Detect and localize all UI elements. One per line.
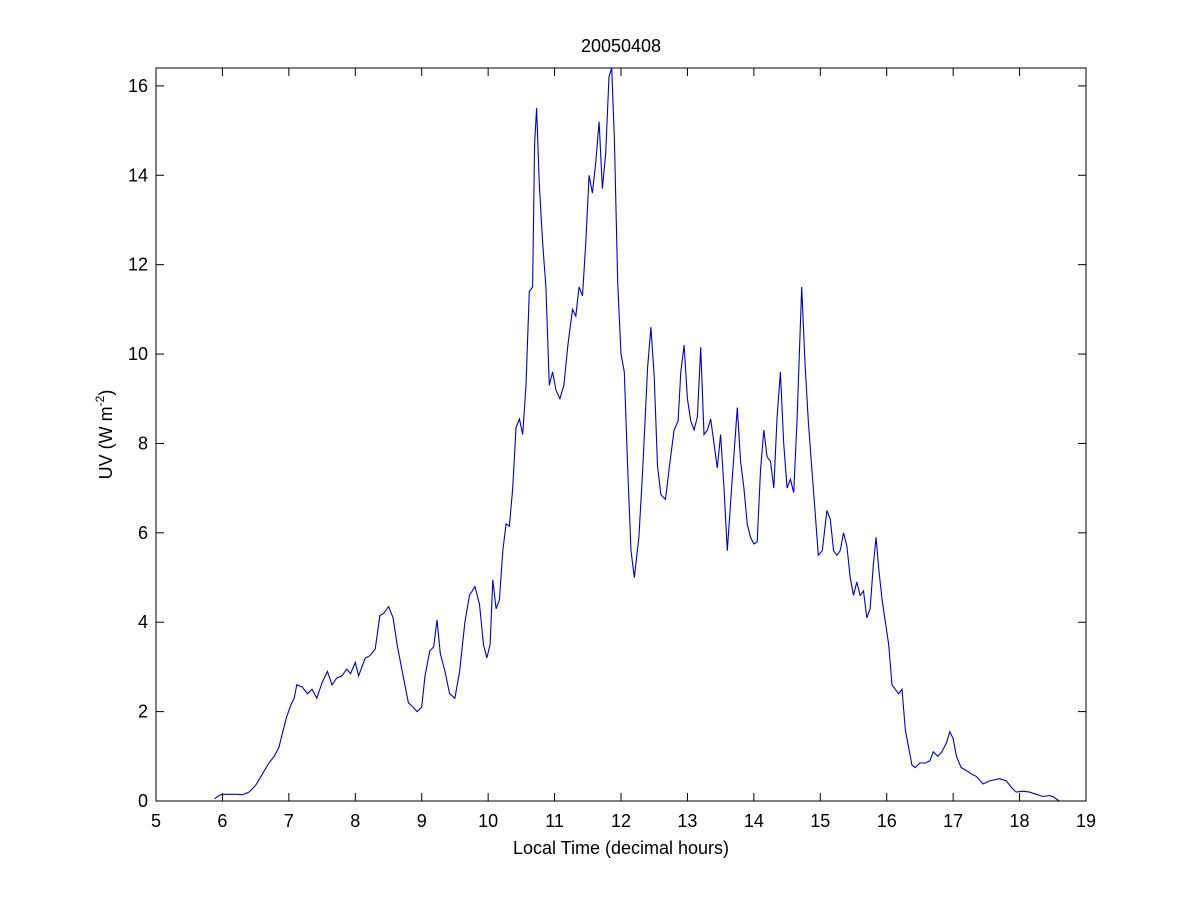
y-axis-label: UV (W m-2) xyxy=(93,390,116,480)
plot-area xyxy=(155,67,1087,802)
y-tick-label: 8 xyxy=(138,433,148,453)
x-tick-label: 19 xyxy=(1076,811,1096,831)
x-tick-label: 7 xyxy=(284,811,294,831)
y-axis-label-superscript: -2 xyxy=(93,395,107,406)
x-tick-label: 12 xyxy=(611,811,631,831)
x-tick-label: 11 xyxy=(545,811,564,831)
y-tick-label: 10 xyxy=(128,344,148,364)
uv-series-line xyxy=(214,67,1060,802)
x-tick-label: 14 xyxy=(744,811,764,831)
y-tick-label: 2 xyxy=(138,702,148,722)
y-tick-label: 0 xyxy=(138,791,148,811)
x-tick-label: 5 xyxy=(151,811,161,831)
y-tick-labels: 0 2 4 6 8 10 12 14 16 xyxy=(128,76,148,811)
x-tick-label: 17 xyxy=(943,811,963,831)
x-tick-label: 15 xyxy=(810,811,830,831)
y-tick-label: 16 xyxy=(128,76,148,96)
y-axis-label-close: ) xyxy=(96,390,116,396)
chart-title: 20050408 xyxy=(581,36,661,56)
x-tick-label: 8 xyxy=(350,811,360,831)
y-tick-label: 6 xyxy=(138,523,148,543)
x-tick-label: 13 xyxy=(677,811,697,831)
x-tick-labels: 5 6 7 8 9 10 11 12 13 14 15 16 17 18 19 xyxy=(151,811,1096,831)
y-tick-label: 12 xyxy=(128,255,148,275)
x-tick-label: 9 xyxy=(417,811,427,831)
y-axis-label-main: UV (W m xyxy=(96,406,116,479)
x-tick-label: 18 xyxy=(1010,811,1030,831)
y-tick-label: 14 xyxy=(128,165,148,185)
x-tick-label: 10 xyxy=(478,811,498,831)
axis-ticks xyxy=(155,68,1087,802)
x-axis-label: Local Time (decimal hours) xyxy=(513,838,729,858)
x-tick-label: 16 xyxy=(877,811,897,831)
x-tick-label: 6 xyxy=(217,811,227,831)
y-tick-label: 4 xyxy=(138,612,148,632)
